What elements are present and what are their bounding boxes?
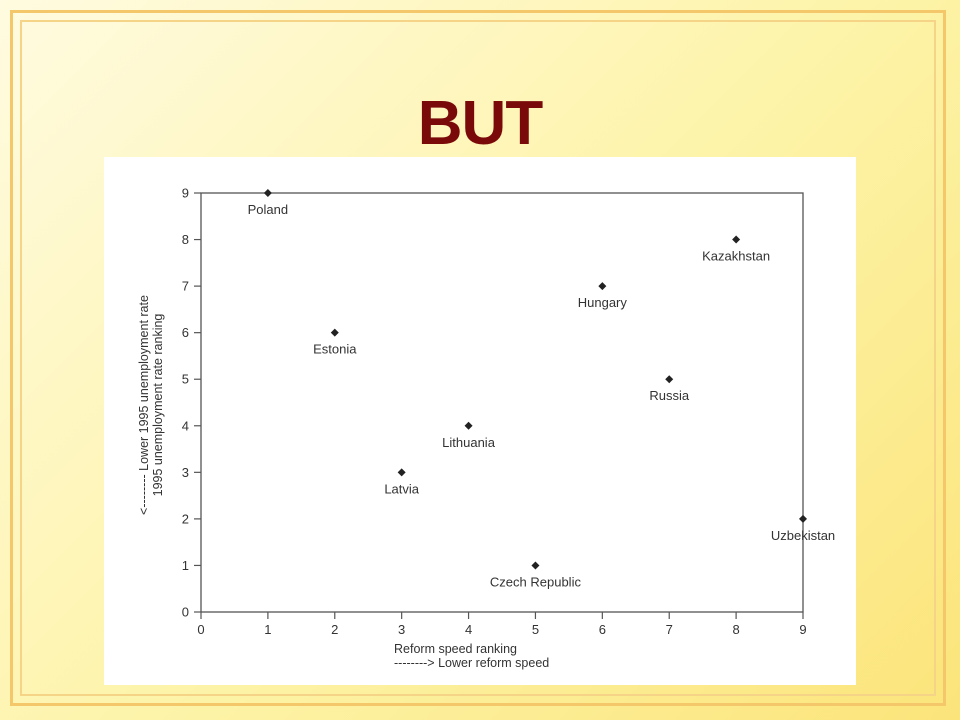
plot-frame	[200, 192, 804, 613]
data-point	[732, 235, 741, 244]
data-point	[799, 514, 807, 523]
x-tick-label: 4	[465, 622, 472, 637]
data-point	[464, 421, 473, 430]
data-point-label: Latvia	[384, 481, 419, 496]
x-tick-label: 1	[264, 622, 271, 637]
x-tick-label: 2	[331, 622, 338, 637]
x-axis-ticks: 0 1 2 3 4 5 6 7 8 9	[197, 612, 807, 637]
y-tick-label: 8	[182, 232, 189, 247]
y-tick-label: 6	[182, 325, 189, 340]
data-point	[330, 328, 339, 337]
y-axis-note: <-------- Lower 1995 unemployment rate	[137, 295, 151, 515]
data-point-label: Poland	[248, 202, 288, 217]
y-axis-ticks: 0 1 2 3 4 5 6 7 8 9	[182, 186, 201, 620]
data-points: Poland Estonia Latvia Lithuania Czech Republ…	[248, 189, 835, 589]
data-point-label: Uzbekistan	[771, 528, 835, 543]
slide-border-inner	[20, 20, 936, 696]
y-tick-label: 2	[182, 511, 189, 526]
x-axis-label: Reform speed ranking	[394, 642, 517, 656]
x-tick-label: 3	[398, 622, 405, 637]
scatter-chart: 0 1 2 3 4 5 6 7 8 9 0 1 2 3 4 5 6 7 8 9 Poland Estonia Latvi…	[137, 186, 835, 671]
data-point-label: Kazakhstan	[702, 249, 770, 264]
x-tick-label: 9	[799, 622, 806, 637]
y-tick-label: 3	[182, 465, 189, 480]
chart-panel: 0 1 2 3 4 5 6 7 8 9 0 1 2 3 4 5 6 7 8 9 Poland Estonia Latvi…	[104, 157, 856, 685]
slide-border-outer	[10, 10, 946, 706]
data-point-label: Lithuania	[442, 435, 496, 450]
x-tick-label: 7	[666, 622, 673, 637]
data-point-label: Hungary	[578, 295, 628, 310]
data-point	[397, 468, 406, 477]
y-tick-label: 4	[182, 418, 189, 433]
y-tick-label: 5	[182, 372, 189, 387]
data-point-label: Czech Republic	[490, 574, 582, 589]
data-point-label: Russia	[649, 388, 690, 403]
slide-title: BUT	[417, 89, 543, 158]
x-axis-note: --------> Lower reform speed	[394, 656, 549, 670]
y-axis-label: 1995 unemployment rate ranking	[151, 314, 165, 497]
y-tick-label: 0	[182, 605, 189, 620]
x-tick-label: 0	[197, 622, 204, 637]
data-point	[263, 189, 272, 197]
y-tick-label: 1	[182, 558, 189, 573]
y-tick-label: 9	[182, 186, 189, 201]
data-point	[598, 282, 607, 291]
data-point	[665, 375, 674, 384]
x-tick-label: 8	[732, 622, 739, 637]
data-point-label: Estonia	[313, 342, 357, 357]
x-tick-label: 6	[599, 622, 606, 637]
y-tick-label: 7	[182, 279, 189, 294]
x-tick-label: 5	[532, 622, 539, 637]
data-point	[531, 561, 540, 570]
